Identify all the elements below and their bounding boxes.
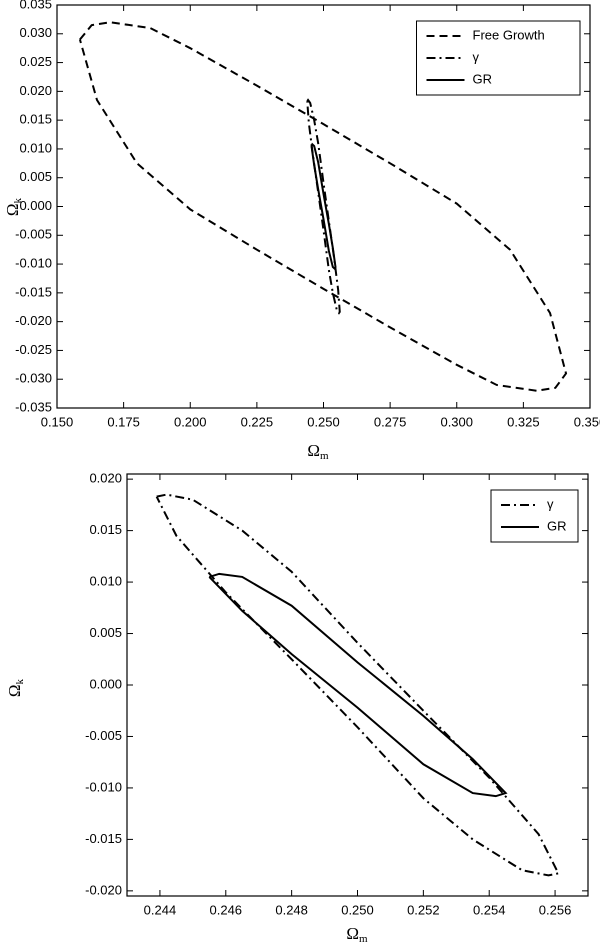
chart-panel: 0.244 0.246 0.248 0.250 0.252 0.254 0.256 0.020… [5, 471, 589, 944]
x-tick-label: 0.252 [407, 902, 440, 917]
plot-frame [126, 473, 589, 897]
y-axis-label: Ωk [3, 197, 24, 216]
y-axis-label-main: Ω [5, 684, 24, 697]
x-axis-label-main: Ω [307, 441, 320, 460]
y-tick-label: 0.035 [19, 0, 52, 11]
y-tick-label: -0.010 [15, 256, 52, 271]
x-tick-label: 0.300 [440, 414, 473, 429]
y-tick-label: -0.035 [15, 399, 52, 414]
y-tick-label: 0.010 [89, 574, 122, 589]
x-tick-label: 0.254 [473, 902, 506, 917]
y-axis-label: Ωk [5, 678, 26, 697]
x-tick-label: 0.350 [574, 414, 600, 429]
y-tick-label: 0.010 [19, 140, 52, 155]
legend-label: GR [547, 518, 567, 533]
x-tick-label: 0.200 [174, 414, 207, 429]
y-axis-label-sub: k [12, 197, 24, 203]
contour-line [78, 21, 568, 392]
y-tick-label: 0.005 [19, 169, 52, 184]
y-tick-label: 0.015 [19, 112, 52, 127]
y-tick-label: 0.020 [89, 471, 122, 486]
y-tick-label: -0.015 [15, 284, 52, 299]
y-tick-label: 0.015 [89, 522, 122, 537]
x-axis-label: Ωm [346, 924, 368, 944]
y-tick-label: 0.005 [89, 625, 122, 640]
contour-line [310, 142, 337, 271]
x-tick-label: 0.175 [107, 414, 140, 429]
y-tick-label: -0.005 [15, 227, 52, 242]
y-tick-label: -0.030 [15, 371, 52, 386]
y-tick-label: 0.000 [89, 676, 122, 691]
y-tick-label: -0.020 [15, 313, 52, 328]
y-tick-label: 0.020 [19, 83, 52, 98]
x-tick-label: 0.248 [275, 902, 308, 917]
contour-line [208, 572, 508, 798]
x-tick-label: 0.256 [539, 902, 572, 917]
y-tick-label: -0.015 [85, 831, 122, 846]
y-axis-label-sub: k [14, 678, 26, 684]
legend-label: GR [473, 71, 493, 86]
x-tick-label: 0.250 [341, 902, 374, 917]
contour-line [155, 493, 560, 877]
legend-label: γ [547, 496, 554, 511]
legend-box [490, 489, 579, 543]
y-tick-label: -0.010 [85, 779, 122, 794]
plot-frame [56, 4, 591, 409]
y-tick-label: -0.020 [85, 882, 122, 897]
x-axis-label-main: Ω [346, 924, 359, 943]
y-tick-label: -0.005 [85, 728, 122, 743]
x-tick-label: 0.250 [307, 414, 340, 429]
x-tick-label: 0.150 [41, 414, 74, 429]
x-axis-label: Ωm [307, 441, 329, 462]
legend-label: Free Growth [473, 27, 545, 42]
x-tick-label: 0.325 [507, 414, 540, 429]
chart-panel: 0.150 0.175 0.200 0.225 0.250 0.275 0.300 0.325… [3, 0, 600, 462]
legend-label: γ [473, 49, 480, 64]
legend-box [416, 20, 581, 96]
x-tick-label: 0.275 [374, 414, 407, 429]
x-tick-label: 0.246 [210, 902, 243, 917]
y-axis-label-main: Ω [3, 203, 22, 216]
x-axis-label-sub: m [320, 450, 329, 462]
y-tick-label: 0.030 [19, 25, 52, 40]
y-tick-label: 0.025 [19, 54, 52, 69]
contour-line [306, 98, 341, 315]
y-tick-label: -0.025 [15, 342, 52, 357]
y-tick-label: 0.000 [19, 198, 52, 213]
x-tick-label: 0.244 [144, 902, 177, 917]
x-axis-label-sub: m [359, 933, 368, 944]
x-tick-label: 0.225 [241, 414, 274, 429]
